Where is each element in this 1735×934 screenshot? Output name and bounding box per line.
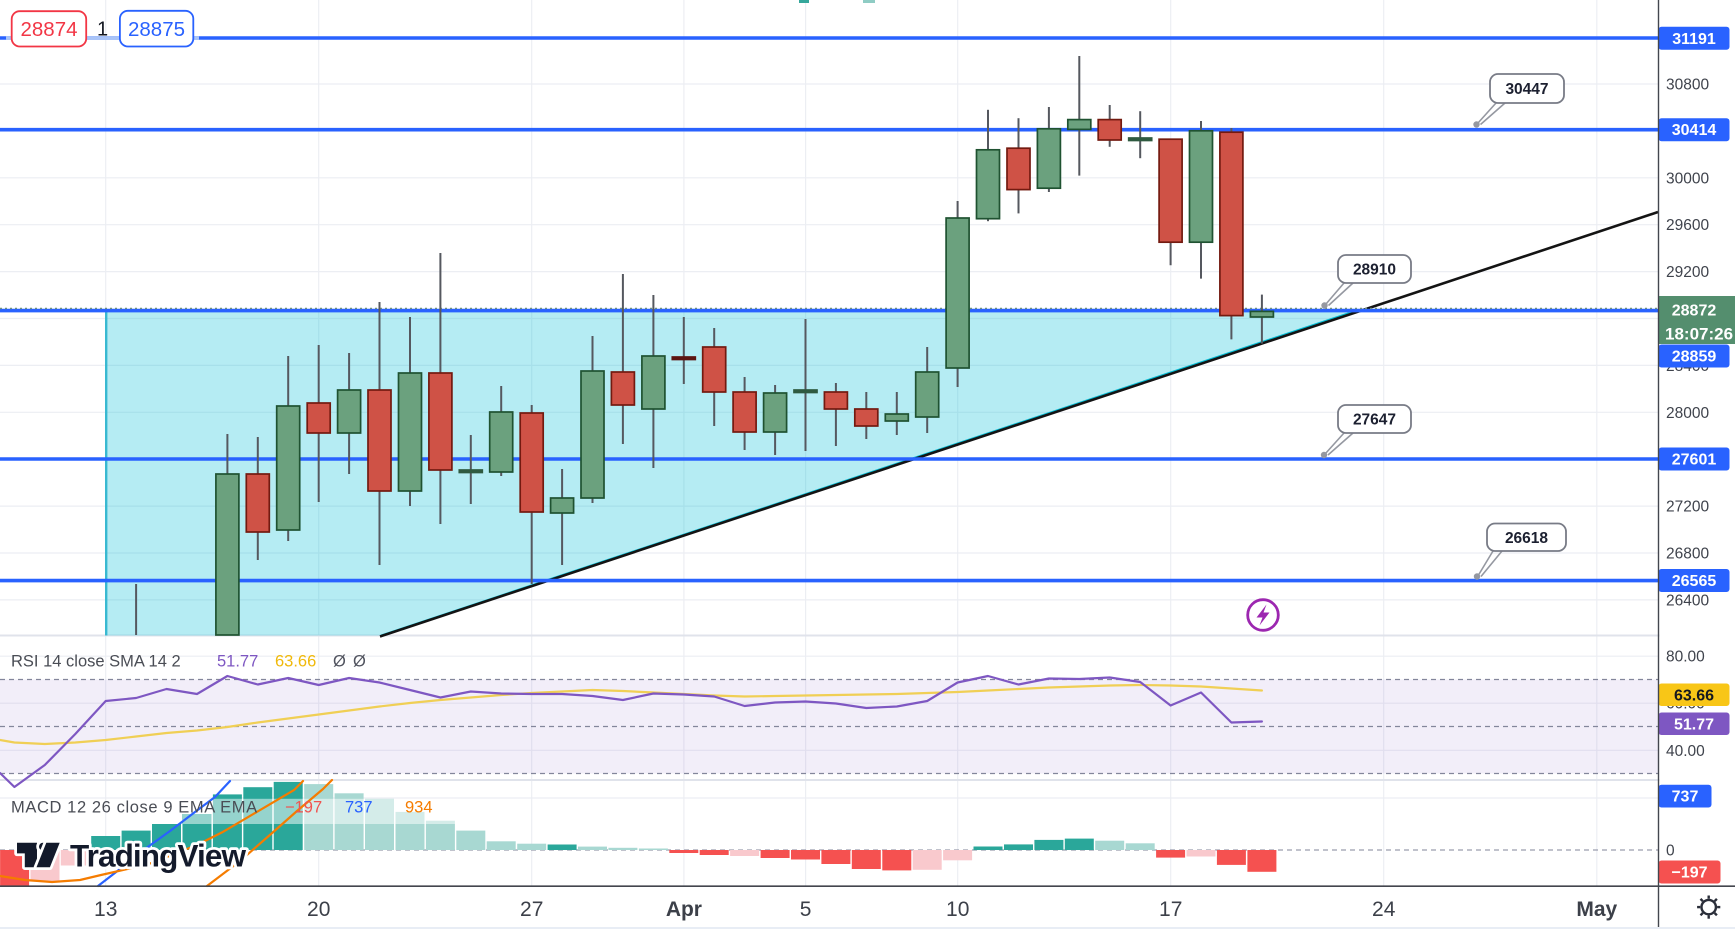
svg-text:0: 0 [1666, 842, 1675, 859]
svg-text:24: 24 [1372, 898, 1396, 921]
svg-text:28000: 28000 [1666, 405, 1709, 422]
svg-text:28875: 28875 [128, 18, 185, 41]
svg-text:26565: 26565 [1672, 573, 1717, 590]
svg-text:TradingView: TradingView [70, 838, 246, 874]
svg-text:Ø: Ø [353, 653, 366, 671]
svg-text:27: 27 [520, 898, 543, 921]
svg-text:26800: 26800 [1666, 546, 1709, 563]
svg-text:30447: 30447 [1505, 81, 1548, 98]
svg-text:17: 17 [1159, 898, 1182, 921]
svg-text:27647: 27647 [1353, 412, 1396, 429]
svg-text:20: 20 [307, 898, 330, 921]
svg-text:−197: −197 [1671, 865, 1707, 882]
svg-text:63.66: 63.66 [1674, 687, 1714, 704]
svg-text:26400: 26400 [1666, 592, 1709, 609]
svg-text:May: May [1576, 898, 1617, 921]
svg-text:10: 10 [946, 898, 969, 921]
svg-text:18:07:26: 18:07:26 [1665, 325, 1733, 344]
svg-text:−197: −197 [285, 799, 322, 817]
svg-text:RSI 14 close SMA 14 2: RSI 14 close SMA 14 2 [11, 653, 181, 671]
svg-text:29200: 29200 [1666, 264, 1709, 281]
svg-text:28910: 28910 [1353, 262, 1396, 279]
svg-text:28874: 28874 [20, 18, 77, 41]
svg-text:27601: 27601 [1672, 452, 1717, 469]
svg-text:51.77: 51.77 [1674, 716, 1714, 733]
svg-text:26618: 26618 [1505, 530, 1548, 547]
svg-text:Apr: Apr [666, 898, 702, 921]
svg-text:27200: 27200 [1666, 499, 1709, 516]
svg-text:30414: 30414 [1672, 122, 1717, 139]
svg-text:30800: 30800 [1666, 77, 1709, 94]
svg-text:Ø: Ø [333, 653, 346, 671]
svg-text:28872: 28872 [1672, 303, 1717, 320]
svg-text:5: 5 [800, 898, 812, 921]
svg-text:40.00: 40.00 [1666, 743, 1705, 760]
svg-text:1: 1 [97, 19, 108, 41]
svg-text:63.66: 63.66 [275, 653, 316, 671]
svg-text:80.00: 80.00 [1666, 649, 1705, 666]
svg-text:29600: 29600 [1666, 217, 1709, 234]
svg-text:13: 13 [94, 898, 117, 921]
svg-text:28859: 28859 [1672, 349, 1717, 366]
svg-text:737: 737 [345, 799, 373, 817]
svg-text:934: 934 [405, 799, 433, 817]
svg-text:MACD 12 26 close 9 EMA EMA: MACD 12 26 close 9 EMA EMA [11, 799, 258, 817]
svg-text:51.77: 51.77 [217, 653, 258, 671]
svg-text:30000: 30000 [1666, 170, 1709, 187]
svg-text:31191: 31191 [1672, 31, 1716, 48]
svg-text:737: 737 [1672, 789, 1699, 806]
